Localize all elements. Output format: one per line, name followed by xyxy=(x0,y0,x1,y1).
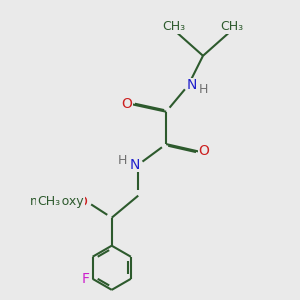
Text: F: F xyxy=(82,272,90,286)
Text: H: H xyxy=(199,83,208,96)
Text: CH₃: CH₃ xyxy=(37,195,60,208)
Text: O: O xyxy=(122,98,133,111)
Text: methoxy: methoxy xyxy=(30,195,85,208)
Text: H: H xyxy=(118,154,128,167)
Text: N: N xyxy=(187,78,197,92)
Text: O: O xyxy=(76,194,87,208)
Text: CH₃: CH₃ xyxy=(220,20,243,33)
Text: N: N xyxy=(129,158,140,172)
Text: O: O xyxy=(198,145,209,158)
Text: CH₃: CH₃ xyxy=(163,20,186,33)
